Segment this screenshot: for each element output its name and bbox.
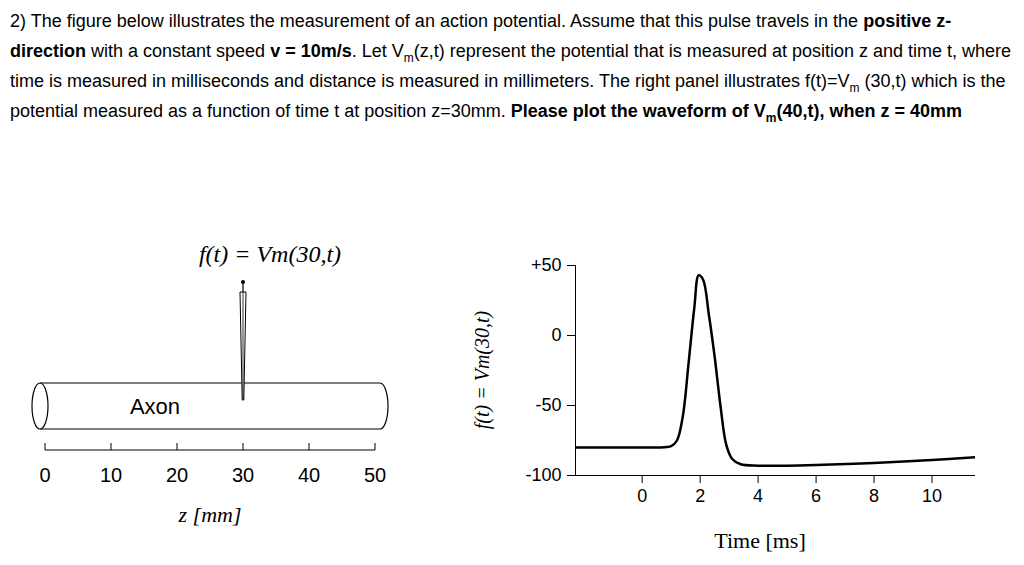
svg-text:Axon: Axon [130, 394, 180, 419]
svg-text:+50: +50 [531, 255, 562, 275]
html-text:2) The figure below illustrate: 2) The figure below illustrates the meas… [10, 11, 1011, 125]
svg-text:8: 8 [869, 486, 879, 506]
svg-text:10: 10 [100, 464, 122, 486]
svg-text:2: 2 [695, 486, 705, 506]
svg-text:20: 20 [166, 464, 188, 486]
svg-text:-100: -100 [525, 465, 561, 485]
svg-text:10: 10 [922, 486, 942, 506]
svg-text:4: 4 [753, 486, 763, 506]
svg-text:50: 50 [364, 464, 386, 486]
html-text:Time [ms]: Time [ms] [714, 528, 806, 553]
svg-text:f(t) = Vm(30,t): f(t) = Vm(30,t) [199, 241, 341, 267]
svg-text:0: 0 [39, 464, 50, 486]
svg-text:0: 0 [551, 325, 561, 345]
svg-text:40: 40 [298, 464, 320, 486]
svg-text:-50: -50 [535, 395, 561, 415]
svg-text:z [mm]: z [mm] [178, 502, 242, 527]
svg-text:30: 30 [232, 464, 254, 486]
html-text:f(t) = Vm(30,t): f(t) = Vm(30,t) [470, 310, 493, 430]
svg-text:6: 6 [811, 486, 821, 506]
svg-text:0: 0 [637, 486, 647, 506]
